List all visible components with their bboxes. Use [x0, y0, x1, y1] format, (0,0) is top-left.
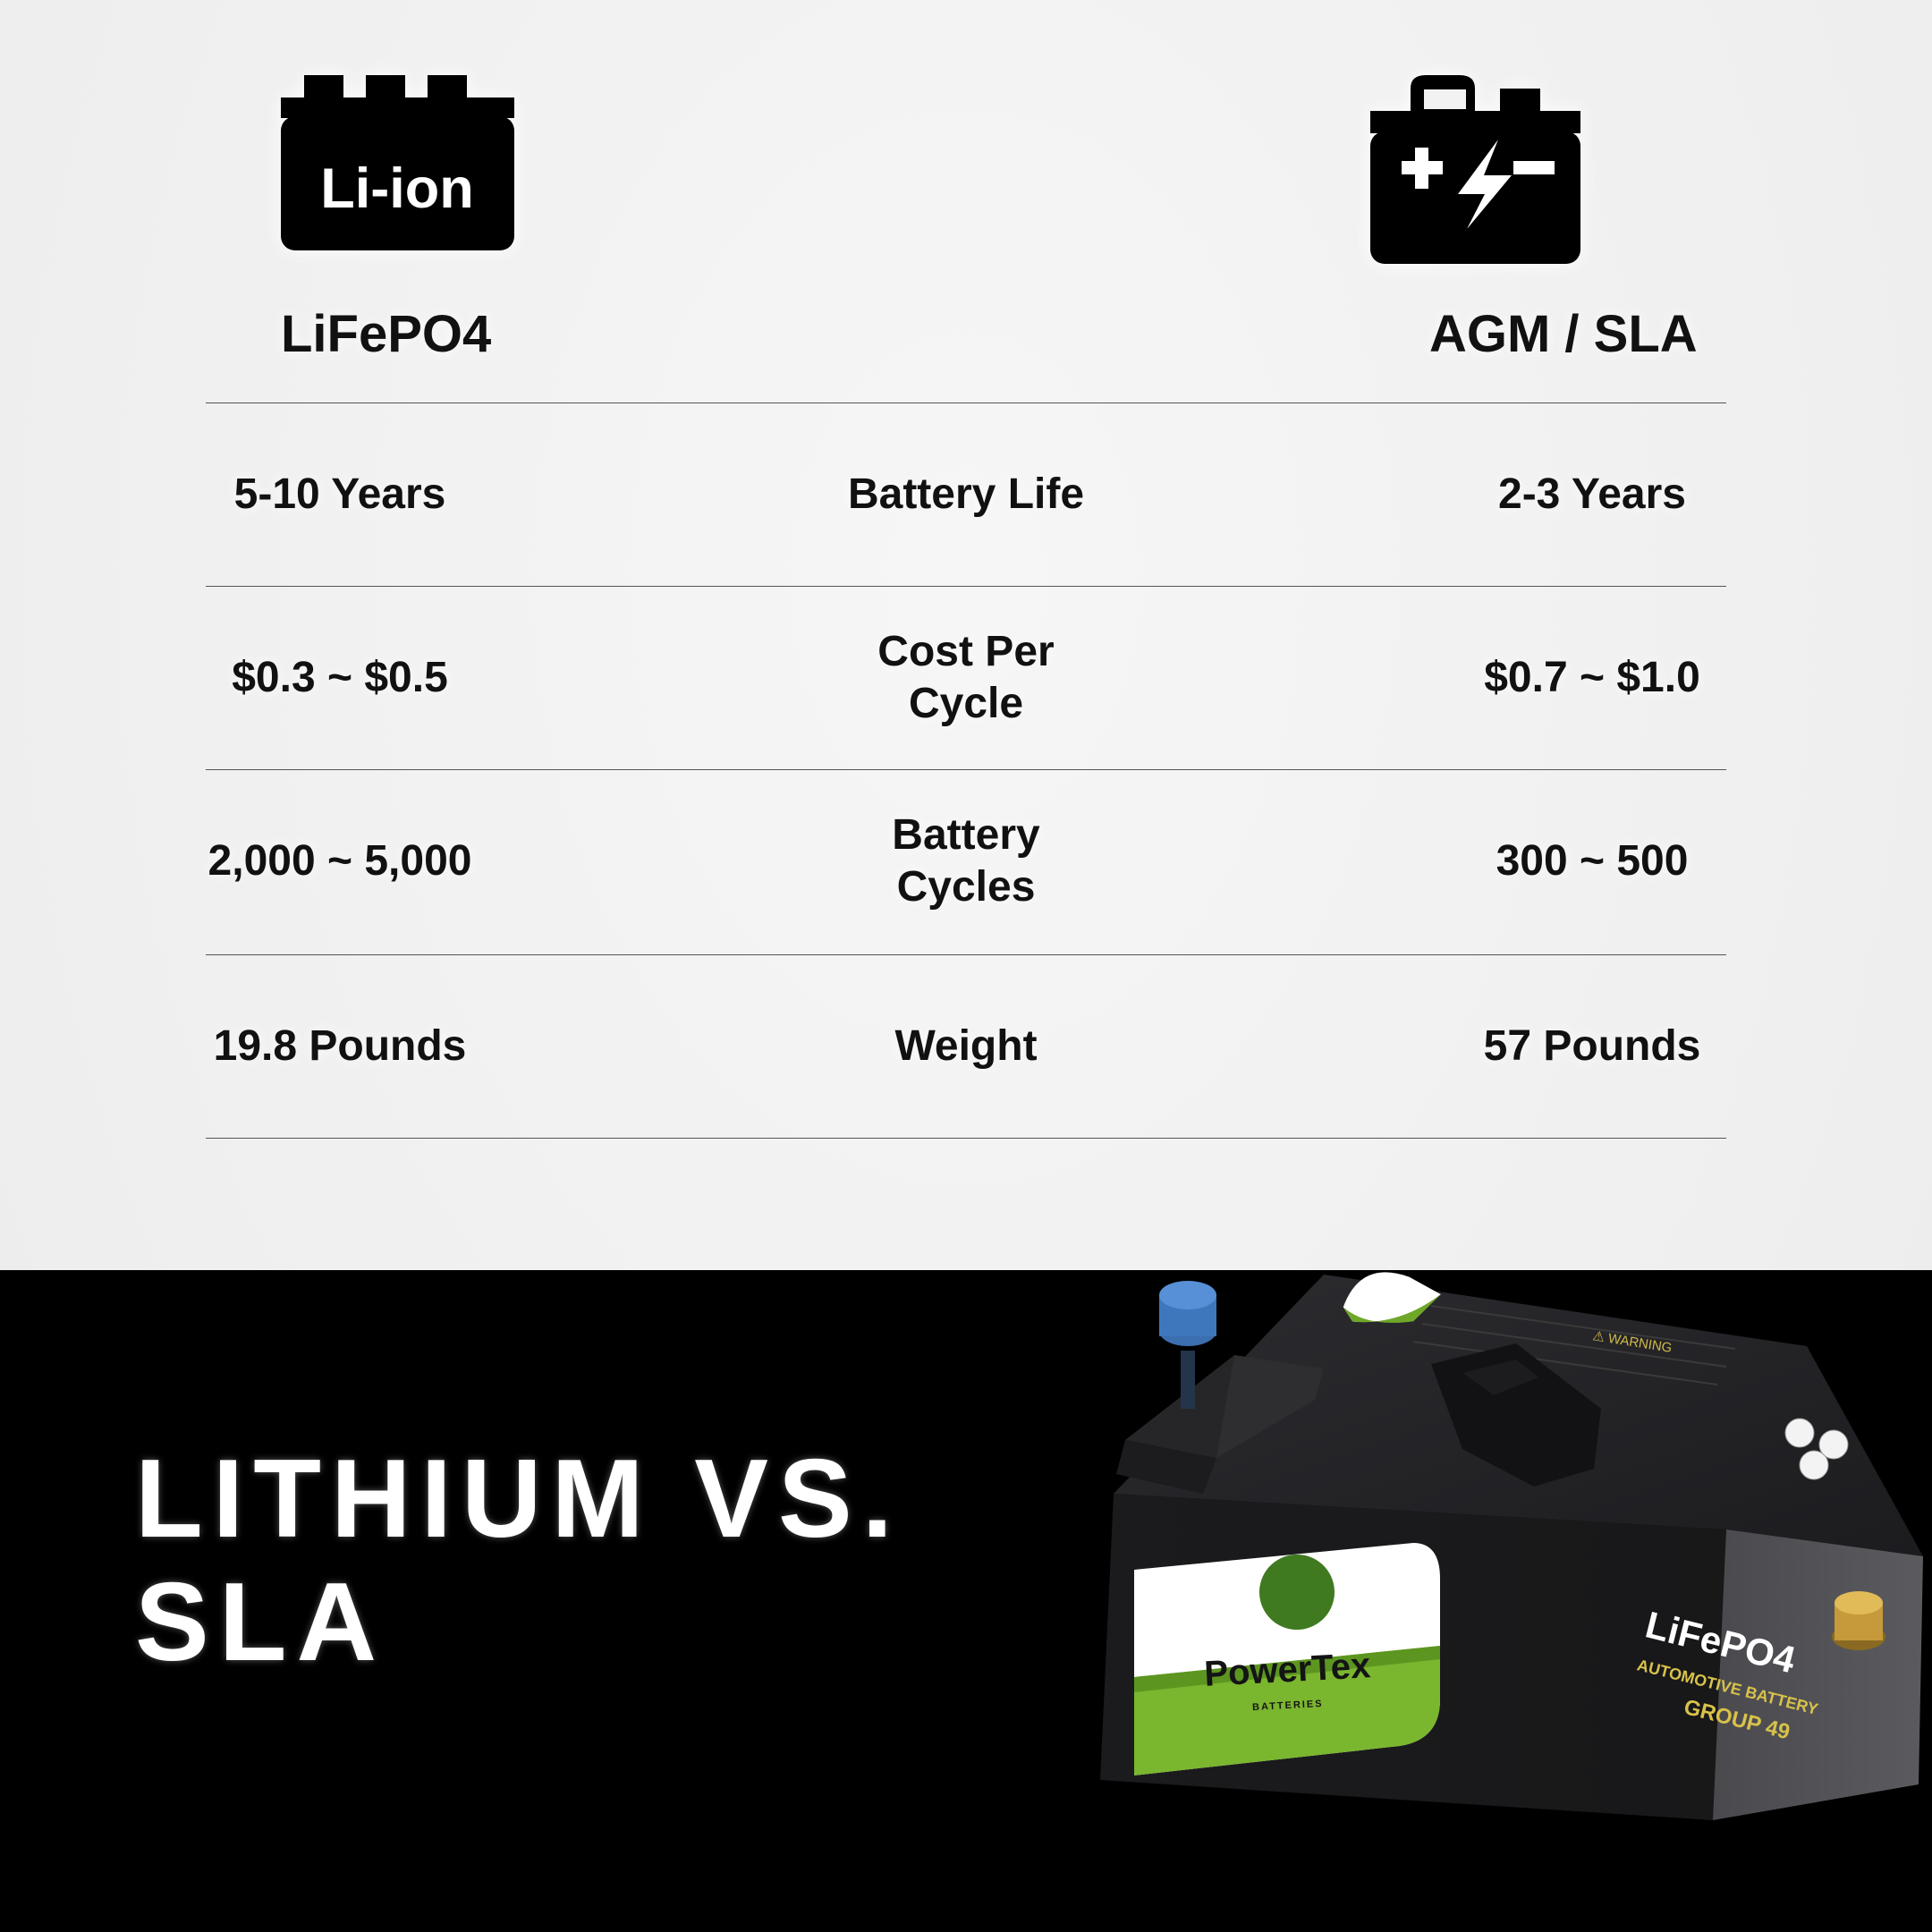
svg-text:Li-ion: Li-ion: [320, 157, 473, 220]
